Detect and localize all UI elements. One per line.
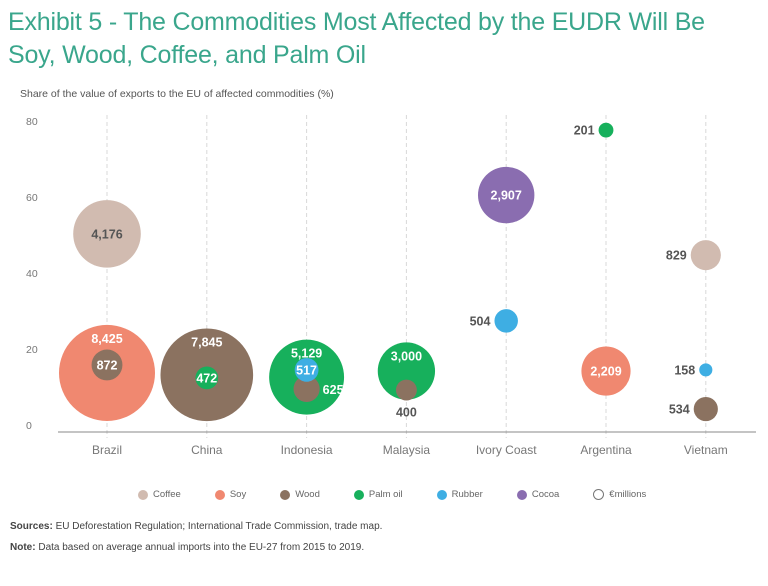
sources-text: EU Deforestation Regulation; Internation… — [52, 521, 383, 532]
legend-swatch-icon — [280, 489, 291, 500]
data-label: 872 — [97, 358, 118, 372]
legend-item-rubber: Rubber — [436, 489, 483, 500]
x-tick-label: Indonesia — [281, 443, 333, 457]
legend-swatch-icon — [436, 489, 447, 500]
legend: Coffee Soy Wood Palm oil Rubber Cocoa €million… — [138, 489, 646, 500]
bubble-vietnam-coffee — [690, 240, 721, 271]
data-label: 8,425 — [91, 332, 122, 346]
legend-item-wood: Wood — [280, 489, 320, 500]
legend-item-soy: Soy — [214, 489, 247, 500]
x-tick-label: Malaysia — [383, 443, 431, 457]
legend-label: Palm oil — [368, 489, 403, 500]
chart-title: Exhibit 5 - The Commodities Most Affecte… — [8, 8, 705, 69]
legend-label: €millions — [609, 489, 647, 500]
y-axis-ticks: 0 20 40 60 80 — [26, 116, 38, 432]
legend-item-palm-oil: Palm oil — [353, 489, 403, 500]
legend-swatch-icon — [516, 489, 527, 500]
y-axis-label: Share of the value of exports to the EU … — [20, 88, 334, 100]
x-tick-label: Argentina — [580, 443, 632, 457]
legend-item-coffee: Coffee — [138, 489, 181, 500]
legend-swatch-icon — [138, 489, 148, 500]
legend-label: Coffee — [153, 489, 181, 500]
bubble-argentina-palm-oil — [598, 122, 614, 138]
x-tick-label: Vietnam — [684, 443, 728, 457]
data-label: 158 — [674, 363, 695, 377]
bubble-indonesia-rubber — [294, 358, 319, 382]
bubble-indonesia-wood — [293, 375, 320, 402]
data-label: 517 — [296, 363, 317, 377]
bubble-malaysia-palm-oil — [377, 342, 436, 400]
bubble-ivory-coast-cocoa — [478, 166, 535, 224]
y-tick-label: 40 — [26, 268, 38, 280]
x-tick-label: Brazil — [92, 443, 122, 457]
footnote: Note: Data based on average annual impor… — [10, 542, 364, 553]
data-label: 2,907 — [491, 189, 522, 203]
data-label: 472 — [196, 371, 217, 385]
data-label: 534 — [669, 403, 690, 417]
legend-item-cocoa: Cocoa — [516, 489, 560, 500]
data-label: 5,129 — [291, 347, 322, 361]
bubble-brazil-coffee — [73, 200, 141, 268]
sources-label: Sources: — [10, 521, 53, 532]
data-label: 829 — [666, 249, 687, 263]
y-tick-label: 20 — [26, 344, 38, 356]
y-tick-label: 0 — [26, 420, 32, 432]
data-label: 201 — [574, 124, 595, 138]
bubble-ivory-coast-rubber — [494, 309, 518, 333]
legend-swatch-icon — [353, 489, 364, 500]
data-label: 7,845 — [191, 336, 222, 350]
bubble-brazil-wood — [91, 349, 123, 381]
data-label: 625 — [323, 383, 344, 397]
note-label: Note: — [10, 542, 36, 553]
y-tick-label: 60 — [26, 192, 38, 204]
legend-swatch-icon — [593, 489, 605, 500]
data-label: 4,176 — [91, 227, 122, 241]
data-label: 400 — [396, 406, 417, 420]
legend-swatch-icon — [214, 489, 225, 500]
data-label: 504 — [470, 314, 491, 328]
bubble-malaysia-wood — [395, 379, 417, 401]
x-tick-label: China — [191, 443, 223, 457]
legend-label: Cocoa — [531, 489, 560, 500]
legend-label: Soy — [229, 489, 247, 500]
legend-label: Wood — [295, 489, 320, 500]
note-text: Data based on average annual imports int… — [35, 542, 365, 553]
data-label: 2,209 — [590, 365, 621, 379]
data-labels: 4,176 8,425 872 7,845 472 5,129 625 517 3,000 400… — [91, 124, 695, 420]
legend-label: Rubber — [451, 489, 483, 500]
data-label: 3,000 — [391, 349, 422, 363]
sources-note: Sources: EU Deforestation Regulation; In… — [10, 521, 382, 532]
legend-item-millions: €millions — [593, 489, 646, 500]
y-tick-label: 80 — [26, 116, 38, 128]
x-axis: Brazil China Indonesia Malaysia Ivory Coast A… — [58, 431, 756, 457]
bubble-argentina-soy — [581, 346, 631, 396]
bubble-vietnam-rubber — [699, 363, 713, 377]
bubble-vietnam-wood — [693, 396, 718, 422]
bubble-china-palm-oil — [195, 366, 219, 390]
x-tick-label: Ivory Coast — [476, 443, 537, 457]
bubbles — [58, 122, 721, 422]
